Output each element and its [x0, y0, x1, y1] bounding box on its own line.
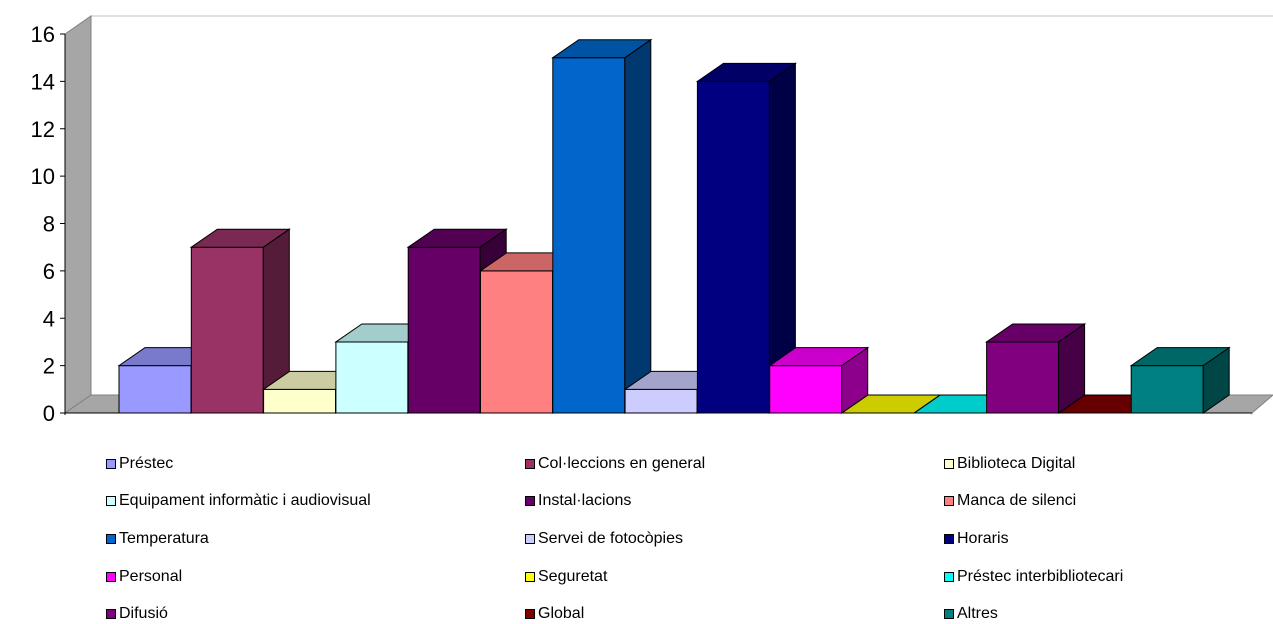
legend-label: Global: [538, 605, 585, 622]
y-tick-label: 8: [43, 212, 55, 237]
legend-label: Altres: [957, 605, 998, 622]
bar-top: [551, 39, 653, 59]
legend-label: Préstec interbibliotecari: [957, 568, 1124, 585]
legend-swatch: [106, 459, 116, 469]
legend-item: Horaris: [944, 530, 1009, 548]
chart-legend: Préstec Col·leccions en general Biblioteca…: [0, 450, 1273, 624]
y-tick-label: 12: [31, 117, 55, 142]
bar: [768, 346, 870, 414]
y-axis-tick-labels: 0 2 4 6 8 10 12 14 16: [31, 22, 55, 426]
bar-top: [1129, 347, 1231, 367]
legend-label: Servei de fotocòpies: [538, 530, 683, 547]
bar-top: [768, 347, 870, 367]
bar: [189, 228, 291, 414]
legend-label: Horaris: [957, 530, 1009, 547]
bar-front: [624, 388, 698, 414]
legend-swatch: [944, 572, 954, 582]
bar-front: [190, 246, 264, 414]
legend-item: Préstec interbibliotecari: [944, 568, 1123, 586]
side-wall: [64, 15, 92, 414]
bar: [1129, 346, 1231, 414]
bar-side: [624, 38, 652, 414]
legend-swatch: [106, 496, 116, 506]
legend-item: Personal: [106, 568, 182, 586]
bar-top: [984, 323, 1087, 343]
bar-front: [480, 270, 553, 414]
y-tick-label: 10: [31, 164, 55, 189]
legend-swatch: [525, 534, 535, 544]
bar-front: [769, 365, 843, 414]
y-tick-label: 2: [43, 354, 55, 379]
bar-front: [696, 80, 770, 414]
legend-swatch: [944, 496, 954, 506]
bar: [984, 322, 1087, 414]
legend-swatch: [944, 459, 954, 469]
bar-chart: 0 2 4 6 8 10 12 14 16: [31, 15, 1273, 426]
legend-label: Biblioteca Digital: [957, 455, 1076, 472]
bar-top: [189, 228, 291, 248]
legend-item: Difusió: [106, 605, 168, 623]
bar: [695, 62, 798, 414]
legend-swatch: [525, 459, 535, 469]
bar-front: [335, 341, 409, 414]
bar: [551, 38, 653, 414]
legend-swatch: [106, 534, 116, 544]
legend-label: Instal·lacions: [538, 492, 632, 509]
legend-swatch: [525, 609, 535, 619]
y-tick-label: 16: [31, 22, 55, 47]
legend-swatch: [944, 609, 954, 619]
legend-label: Seguretat: [538, 568, 608, 585]
legend-item: Equipament informàtic i audiovisual: [106, 492, 371, 510]
legend-item: Seguretat: [525, 568, 607, 586]
legend-item: Altres: [944, 605, 998, 623]
chart-bars: [117, 38, 1231, 414]
legend-label: Temperatura: [119, 530, 209, 547]
bar-front: [986, 341, 1060, 414]
legend-label: Personal: [119, 568, 183, 585]
legend-item: Temperatura: [106, 530, 209, 548]
bar-top: [406, 228, 508, 248]
bar-top: [695, 62, 798, 82]
legend-item: Global: [525, 605, 584, 623]
legend-label: Difusió: [119, 605, 168, 622]
y-tick-label: 14: [31, 69, 55, 94]
legend-item: Biblioteca Digital: [944, 455, 1075, 473]
legend-item: Préstec: [106, 455, 173, 473]
y-tick-label: 4: [43, 306, 55, 331]
legend-swatch: [944, 534, 954, 544]
legend-item: Instal·lacions: [525, 492, 631, 510]
y-tick-label: 6: [43, 259, 55, 284]
legend-label: Manca de silenci: [957, 492, 1077, 509]
legend-label: Equipament informàtic i audiovisual: [119, 492, 371, 509]
legend-label: Préstec: [119, 455, 174, 472]
legend-item: Manca de silenci: [944, 492, 1076, 510]
bar-front: [552, 57, 626, 414]
legend-swatch: [525, 572, 535, 582]
bar-front: [263, 388, 337, 414]
y-tick-label: 0: [43, 401, 55, 426]
legend-label: Col·leccions en general: [538, 455, 706, 472]
legend-swatch: [106, 572, 116, 582]
bar-front: [407, 246, 481, 414]
legend-swatch: [525, 496, 535, 506]
bar-front: [1130, 365, 1204, 414]
legend-item: Servei de fotocòpies: [525, 530, 683, 548]
bar-front: [118, 365, 192, 414]
legend-item: Col·leccions en general: [525, 455, 705, 473]
legend-swatch: [106, 609, 116, 619]
